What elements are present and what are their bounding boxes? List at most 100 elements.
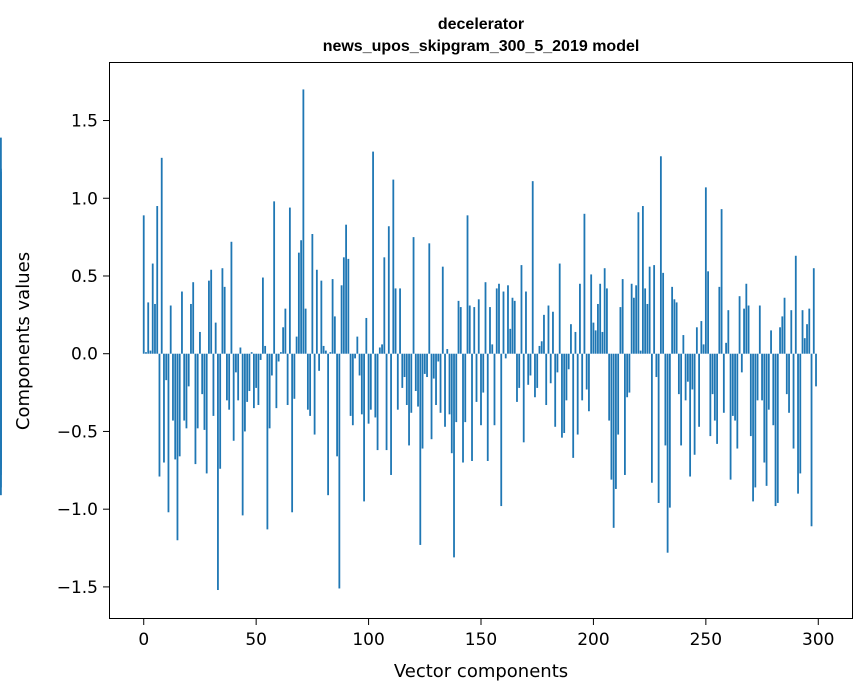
bar-230 [659, 156, 662, 354]
bar-38 [228, 353, 231, 410]
y-tick-label: −0.5 [57, 422, 98, 442]
bar-183 [554, 353, 557, 427]
bar-102 [372, 151, 374, 354]
bar-184 [556, 353, 559, 373]
bar-211 [617, 353, 620, 435]
bar-94 [354, 353, 356, 359]
bar-226 [650, 353, 653, 483]
bar-206 [606, 288, 608, 354]
bar-151 [482, 353, 485, 393]
bar-180 [547, 305, 550, 354]
bar-16 [178, 353, 181, 457]
bar-217 [630, 283, 633, 354]
bar-262 [731, 353, 734, 416]
bar-285 [783, 297, 786, 354]
y-tick-label: 1.5 [71, 112, 98, 132]
bar-295 [806, 324, 808, 354]
bar-224 [646, 303, 649, 354]
bar-1 [145, 352, 147, 354]
bar-196 [583, 213, 586, 354]
bar-253 [711, 353, 714, 395]
bar-17 [181, 291, 183, 354]
bar-13 [172, 353, 174, 421]
bar-248 [700, 321, 703, 354]
bar-264 [736, 353, 739, 449]
bar-299 [815, 353, 817, 387]
bar-154 [489, 307, 491, 354]
bar-54 [264, 345, 267, 354]
bar-25 [199, 331, 201, 354]
bar-153 [486, 353, 489, 461]
bar-105 [378, 347, 381, 354]
bar-51 [257, 353, 260, 406]
bar-171 [527, 353, 530, 385]
bar-259 [725, 342, 727, 354]
bar-170 [525, 291, 527, 354]
bar-7 [158, 353, 161, 477]
bar-31 [212, 353, 215, 416]
bar-35 [221, 268, 224, 354]
bar-48 [250, 352, 253, 354]
bar-249 [702, 344, 705, 354]
bar-79 [320, 280, 323, 354]
bar-undefined [0, 353, 2, 443]
bar-205 [603, 268, 606, 354]
bar-28 [205, 353, 208, 474]
bar-191 [572, 353, 575, 458]
bar-287 [788, 353, 790, 413]
bar-49 [253, 353, 255, 409]
bar-214 [624, 353, 626, 475]
bar-90 [345, 224, 347, 354]
bar-243 [689, 353, 692, 477]
bar-15 [176, 353, 179, 541]
bar-188 [565, 353, 568, 401]
bar-267 [743, 308, 745, 354]
bar-53 [262, 277, 264, 354]
bar-275 [761, 353, 763, 401]
bar-294 [803, 338, 806, 354]
bar-173 [531, 181, 534, 354]
bar-232 [664, 353, 667, 446]
bar-156 [493, 353, 496, 426]
bar-69 [297, 252, 300, 354]
bar-255 [716, 353, 718, 444]
bar-165 [513, 300, 516, 354]
bar-200 [592, 322, 595, 354]
bar-19 [185, 353, 188, 429]
bar-227 [653, 265, 656, 354]
bar-190 [570, 324, 572, 354]
bar-288 [790, 310, 793, 354]
bar-87 [338, 353, 341, 589]
bar-155 [491, 344, 494, 354]
bar-234 [668, 353, 671, 508]
bar-120 [412, 237, 415, 354]
bar-235 [671, 286, 674, 354]
bar-201 [594, 330, 597, 354]
bar-9 [163, 353, 165, 463]
y-tick-label: 0.0 [71, 345, 98, 365]
bar-152 [484, 282, 487, 354]
bar-100 [367, 353, 370, 424]
bar-277 [765, 353, 768, 486]
bar-115 [401, 353, 404, 388]
bar-106 [381, 344, 383, 354]
bar-172 [529, 353, 532, 376]
y-tick-label: −1.5 [57, 578, 98, 598]
bar-289 [792, 353, 795, 449]
bar-131 [437, 353, 440, 362]
bar-84 [331, 279, 334, 354]
bar-158 [498, 283, 500, 354]
bar-113 [396, 353, 399, 410]
bar-209 [612, 353, 615, 528]
bar-254 [713, 353, 716, 421]
x-tick-label: 300 [802, 630, 834, 650]
bar-85 [333, 316, 336, 354]
bar-18 [183, 353, 186, 421]
bar-251 [707, 271, 709, 354]
bar-162 [507, 285, 509, 354]
bar-245 [693, 353, 696, 455]
bar-undefined [0, 223, 2, 354]
bar-263 [734, 353, 736, 421]
